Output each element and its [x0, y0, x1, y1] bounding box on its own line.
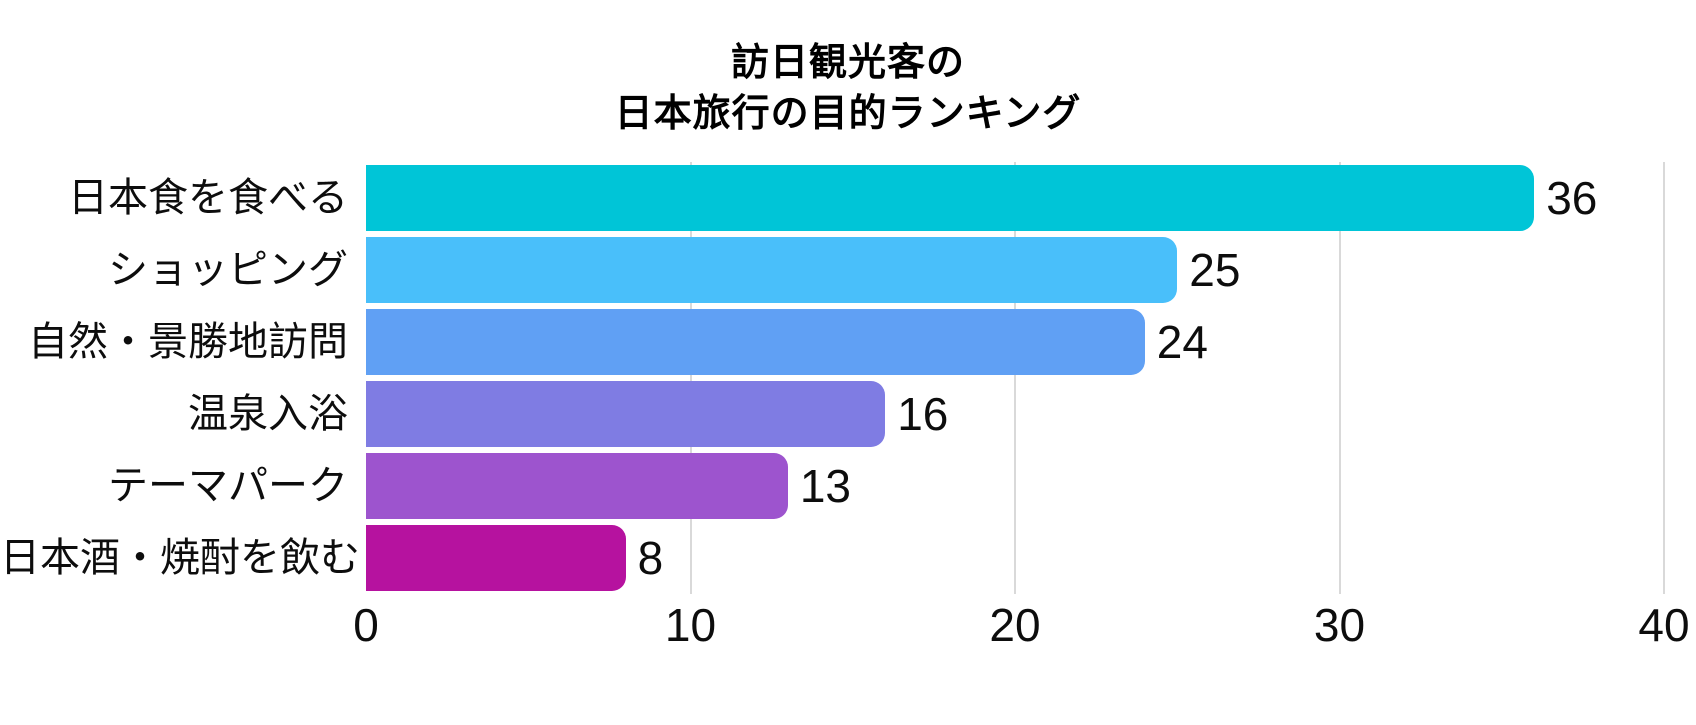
bar-row: 25 — [366, 237, 1664, 303]
bar-row: 24 — [366, 309, 1664, 375]
bar-value-label: 24 — [1156, 316, 1208, 368]
category-label: ショッピング — [108, 248, 348, 292]
bar-value-label: 25 — [1189, 244, 1241, 296]
bar-value-label: 36 — [1546, 172, 1598, 224]
category-label: 日本食を食べる — [68, 176, 348, 220]
bar-row: 13 — [366, 453, 1664, 519]
bar-2 — [366, 237, 1178, 303]
bar-value-label: 13 — [799, 460, 852, 512]
bar-1 — [366, 165, 1535, 231]
category-label: 温泉入浴 — [188, 392, 348, 436]
gridline-30 — [1338, 162, 1341, 594]
bar-row: 8 — [366, 525, 1664, 591]
bar-row: 16 — [366, 381, 1664, 447]
chart-title-line-2: 日本旅行の目的ランキング — [614, 93, 1082, 135]
x-tick-label-10: 10 — [664, 599, 717, 651]
bar-value-label: 8 — [637, 532, 664, 584]
chart-title: 訪日観光客の 日本旅行の目的ランキング — [0, 38, 1696, 140]
plot-area: 36 25 24 16 13 8 — [366, 162, 1665, 594]
bar-6 — [366, 525, 626, 591]
gridline-10 — [689, 162, 692, 594]
x-tick-label-0: 0 — [353, 599, 379, 651]
gridline-40 — [1663, 162, 1665, 594]
bar-4 — [366, 381, 886, 447]
x-tick-label-30: 30 — [1313, 599, 1366, 651]
category-label: 日本酒・焼酎を飲む — [0, 536, 360, 580]
x-tick-label-20: 20 — [989, 599, 1041, 651]
gridline-20 — [1014, 162, 1016, 594]
bar-3 — [366, 309, 1145, 375]
category-label: 自然・景勝地訪問 — [28, 320, 348, 364]
chart-title-line-1: 訪日観光客の — [730, 42, 965, 84]
bar-value-label: 16 — [897, 388, 949, 440]
x-tick-label-40: 40 — [1638, 599, 1690, 651]
bar-row: 36 — [366, 165, 1664, 231]
category-label: テーマパーク — [108, 464, 348, 508]
bar-5 — [366, 453, 788, 519]
